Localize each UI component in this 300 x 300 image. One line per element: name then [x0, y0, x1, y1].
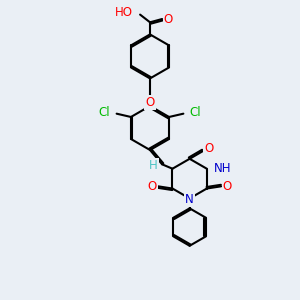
Text: O: O: [147, 180, 157, 193]
Text: O: O: [146, 96, 154, 109]
Text: Cl: Cl: [190, 106, 201, 119]
Text: O: O: [164, 13, 173, 26]
Text: NH: NH: [214, 162, 231, 175]
Text: Cl: Cl: [99, 106, 110, 119]
Text: N: N: [185, 193, 194, 206]
Text: H: H: [149, 159, 158, 172]
Text: HO: HO: [115, 6, 133, 19]
Text: O: O: [223, 180, 232, 193]
Text: O: O: [204, 142, 214, 155]
